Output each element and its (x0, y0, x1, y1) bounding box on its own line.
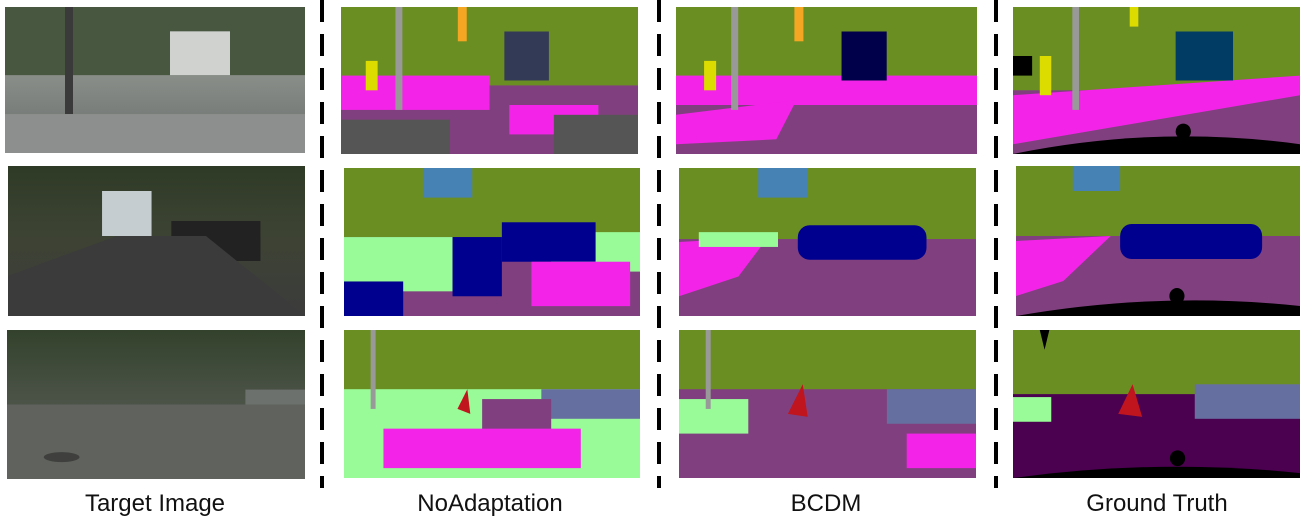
segmentation (1013, 330, 1300, 478)
segmentation (679, 330, 976, 478)
segmentation (344, 330, 640, 478)
segmentation (344, 168, 640, 316)
segmentation (341, 7, 638, 154)
segmentation (679, 168, 976, 316)
column-label: Target Image (5, 490, 305, 518)
photo (5, 7, 305, 153)
column-label: BCDM (676, 490, 976, 518)
photo (7, 330, 305, 479)
column-label: Ground Truth (1007, 490, 1304, 518)
photo (8, 166, 305, 316)
segmentation (1013, 7, 1300, 154)
separator (320, 0, 324, 488)
segmentation (1016, 166, 1300, 316)
separator (994, 0, 998, 488)
separator (657, 0, 661, 488)
segmentation (676, 7, 977, 154)
figure: Target Image NoAdaptation BCDM Ground Tr… (0, 0, 1304, 529)
column-label: NoAdaptation (340, 490, 640, 518)
